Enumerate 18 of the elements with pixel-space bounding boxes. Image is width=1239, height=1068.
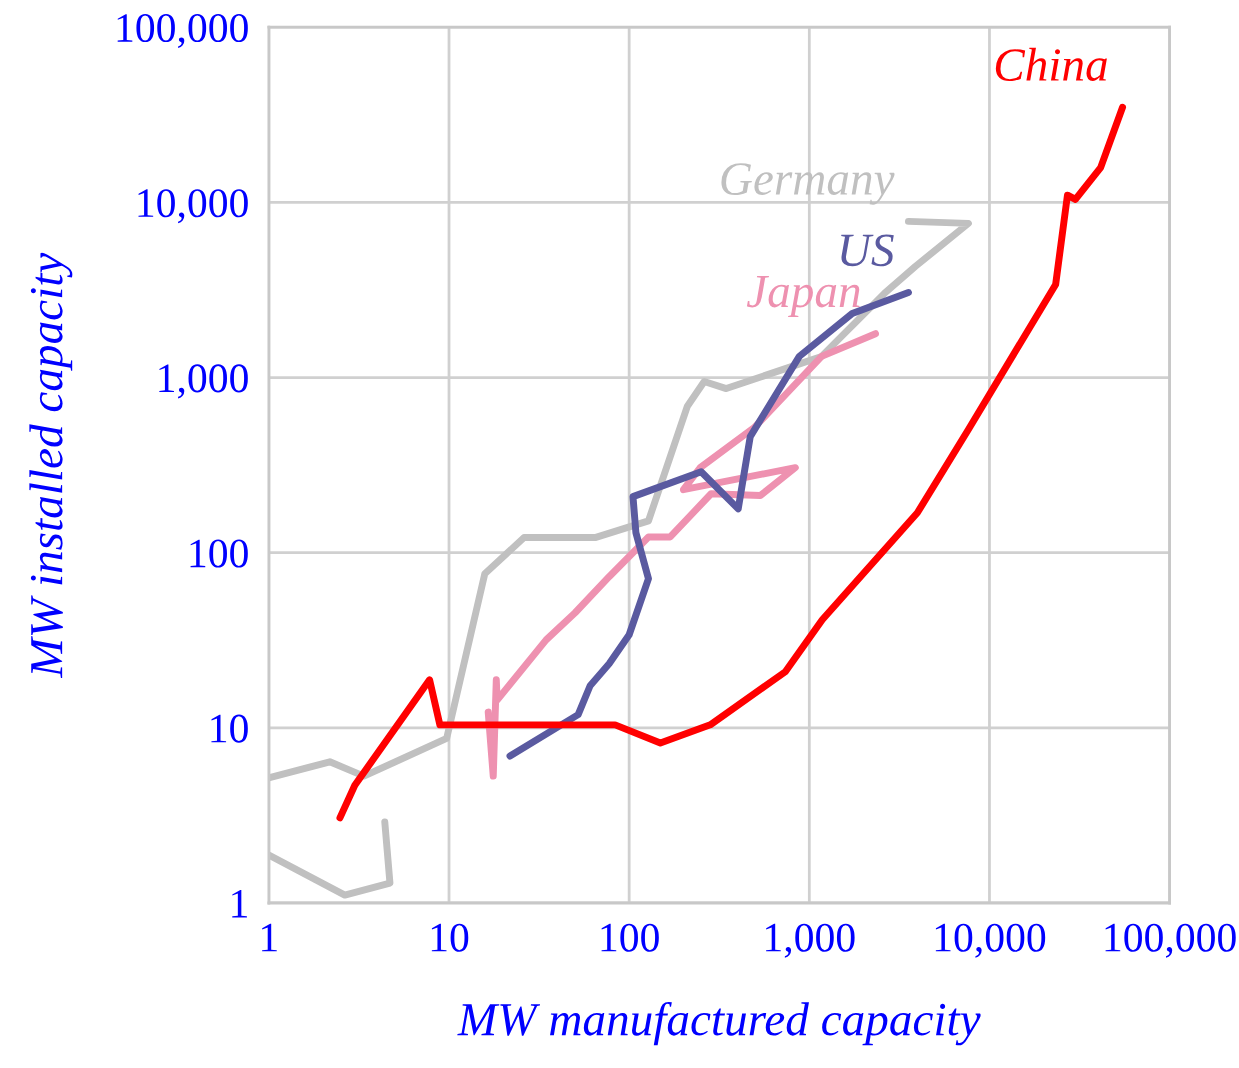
x-tick-label: 100	[601, 923, 659, 952]
series-label: US	[841, 234, 894, 267]
y-axis-title: MW installed capacity	[29, 252, 73, 679]
x-tick-label: 1	[262, 923, 277, 952]
x-tick-label: 10	[431, 923, 469, 952]
x-axis-title: MW manufactured capacity	[457, 1001, 981, 1046]
series-label: Germany	[721, 163, 895, 205]
y-tick-label: 10	[211, 714, 248, 743]
y-tick-label: 100,000	[117, 13, 248, 49]
y-tick-label: 100	[190, 539, 248, 568]
x-tick-label: 10,000	[935, 923, 1046, 958]
x-tick-label: 1,000	[766, 923, 855, 958]
series-label: China	[995, 47, 1107, 82]
y-tick-label: 1,000	[159, 364, 248, 399]
y-tick-label: 1	[232, 889, 247, 918]
x-tick-label: 100,000	[1105, 923, 1236, 958]
y-tick-label: 10,000	[138, 189, 248, 224]
series-label: Japan	[746, 276, 860, 318]
